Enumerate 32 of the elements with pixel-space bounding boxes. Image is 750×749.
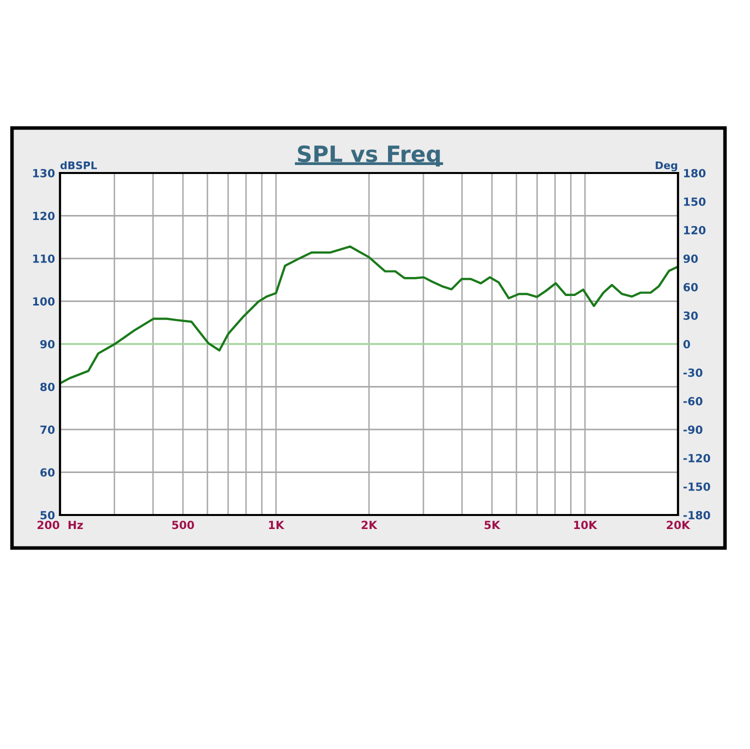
y-tick-label: 50 — [40, 510, 55, 520]
y2-tick-label: 90 — [683, 254, 698, 263]
y-tick-label: 110 — [33, 254, 55, 263]
y-tick-label: 100 — [33, 297, 55, 306]
y-axis-title: dBSPL — [60, 161, 97, 170]
x-tick-label: 500 — [172, 520, 194, 530]
y2-tick-label: 30 — [684, 311, 698, 320]
x-tick-label: 200 Hz — [38, 520, 83, 530]
y2-tick-label: 0 — [683, 340, 690, 348]
y-tick-label: 120 — [33, 212, 55, 220]
x-tick-label: 10K — [574, 520, 598, 530]
y2-axis-title: Deg — [656, 161, 678, 172]
y2-tick-label: 150 — [684, 197, 706, 206]
x-tick-label: 20K — [666, 520, 690, 530]
y-tick-label: 130 — [33, 168, 55, 178]
y2-tick-label: -60 — [683, 396, 702, 406]
chart-title: SPL vs Freq — [298, 145, 440, 167]
x-tick-label: 5K — [484, 520, 500, 530]
x-tick-label: 1K — [269, 520, 284, 529]
y-tick-label: 60 — [40, 468, 55, 477]
y2-tick-label: 180 — [684, 168, 706, 178]
y-tick-label: 90 — [40, 340, 55, 348]
x-tick-label: 2K — [362, 520, 378, 529]
y2-tick-label: -150 — [683, 482, 710, 491]
y-tick-label: 80 — [40, 382, 55, 392]
y2-tick-label: -180 — [683, 510, 710, 520]
y2-tick-label: 60 — [684, 282, 698, 292]
y2-tick-label: -90 — [683, 425, 702, 434]
y2-tick-label: -120 — [683, 454, 710, 462]
y2-tick-label: 120 — [684, 226, 706, 234]
y-tick-label: 70 — [40, 425, 55, 434]
y2-tick-label: -30 — [683, 368, 702, 377]
